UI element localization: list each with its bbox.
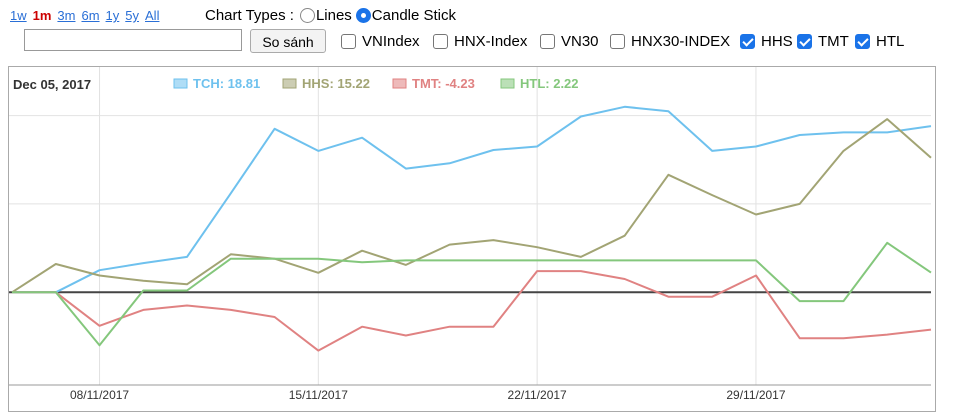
radio-lines-label[interactable]: Lines xyxy=(315,7,352,24)
period-link-1m[interactable]: 1m xyxy=(32,8,52,23)
vn30-checkbox[interactable] xyxy=(540,34,555,49)
period-selector: 1w 1m 3m 6m 1y 5y All xyxy=(10,8,165,23)
legend-swatch-htl xyxy=(500,78,515,89)
period-link-5y[interactable]: 5y xyxy=(125,8,140,23)
index-option-htl[interactable]: HTL xyxy=(855,33,904,50)
hhs-checkbox[interactable] xyxy=(740,34,755,49)
tmt-checkbox[interactable] xyxy=(797,34,812,49)
date-label: Dec 05, 2017 xyxy=(13,77,91,92)
vnindex-label: VNIndex xyxy=(362,33,420,50)
vnindex-checkbox[interactable] xyxy=(341,34,356,49)
legend-label-tch: TCH: 18.81 xyxy=(193,76,260,91)
legend-swatch-hhs xyxy=(282,78,297,89)
radio-candle-stick-label[interactable]: Candle Stick xyxy=(371,7,457,24)
index-option-hnx-index[interactable]: HNX-Index xyxy=(433,33,527,50)
x-tick-label: 08/11/2017 xyxy=(70,388,129,402)
htl-label: HTL xyxy=(876,33,905,50)
symbol-search-input[interactable] xyxy=(24,29,242,51)
index-option-hnx30-index[interactable]: HNX30-INDEX xyxy=(610,33,730,50)
index-option-vn30[interactable]: VN30 xyxy=(540,33,599,50)
radio-lines[interactable] xyxy=(299,8,315,23)
legend-label-htl: HTL: 2.22 xyxy=(520,76,579,91)
chart-types-label: Chart Types : xyxy=(205,7,294,24)
vn30-label: VN30 xyxy=(561,33,599,50)
period-link-all[interactable]: All xyxy=(145,8,160,23)
hhs-label: HHS xyxy=(761,33,793,50)
period-link-6m[interactable]: 6m xyxy=(81,8,100,23)
chart-types: Chart Types : Lines Candle Stick xyxy=(205,7,456,24)
hnx-index-checkbox[interactable] xyxy=(433,34,448,49)
x-tick-label: 29/11/2017 xyxy=(726,388,785,402)
hnx30-index-checkbox[interactable] xyxy=(610,34,625,49)
index-option-hhs[interactable]: HHS xyxy=(740,33,793,50)
index-option-tmt[interactable]: TMT xyxy=(797,33,849,50)
period-link-3m[interactable]: 3m xyxy=(57,8,76,23)
hnx30-index-label: HNX30-INDEX xyxy=(631,33,731,50)
x-tick-label: 15/11/2017 xyxy=(289,388,348,402)
period-link-1w[interactable]: 1w xyxy=(10,8,27,23)
legend-swatch-tch xyxy=(173,78,188,89)
radio-candle-stick[interactable] xyxy=(355,8,371,23)
compare-button[interactable]: So sánh xyxy=(250,29,326,53)
legend-swatch-tmt xyxy=(392,78,407,89)
line-chart[interactable]: 08/11/2017 15/11/2017 22/11/2017 29/11/2017… xyxy=(9,67,965,411)
series-line-htl xyxy=(12,241,932,347)
series-line-tch xyxy=(12,105,932,294)
legend-label-hhs: HHS: 15.22 xyxy=(302,76,370,91)
chart-container: 08/11/2017 15/11/2017 22/11/2017 29/11/2017… xyxy=(8,66,965,412)
series-line-tmt xyxy=(12,270,932,352)
x-tick-label: 22/11/2017 xyxy=(508,388,567,402)
hnx-index-label: HNX-Index xyxy=(454,33,528,50)
period-link-1y[interactable]: 1y xyxy=(105,8,120,23)
series-line-hhs xyxy=(11,118,932,294)
htl-checkbox[interactable] xyxy=(855,34,870,49)
tmt-label: TMT xyxy=(818,33,849,50)
index-option-vnindex[interactable]: VNIndex xyxy=(341,33,420,50)
legend-label-tmt: TMT: -4.23 xyxy=(412,76,475,91)
